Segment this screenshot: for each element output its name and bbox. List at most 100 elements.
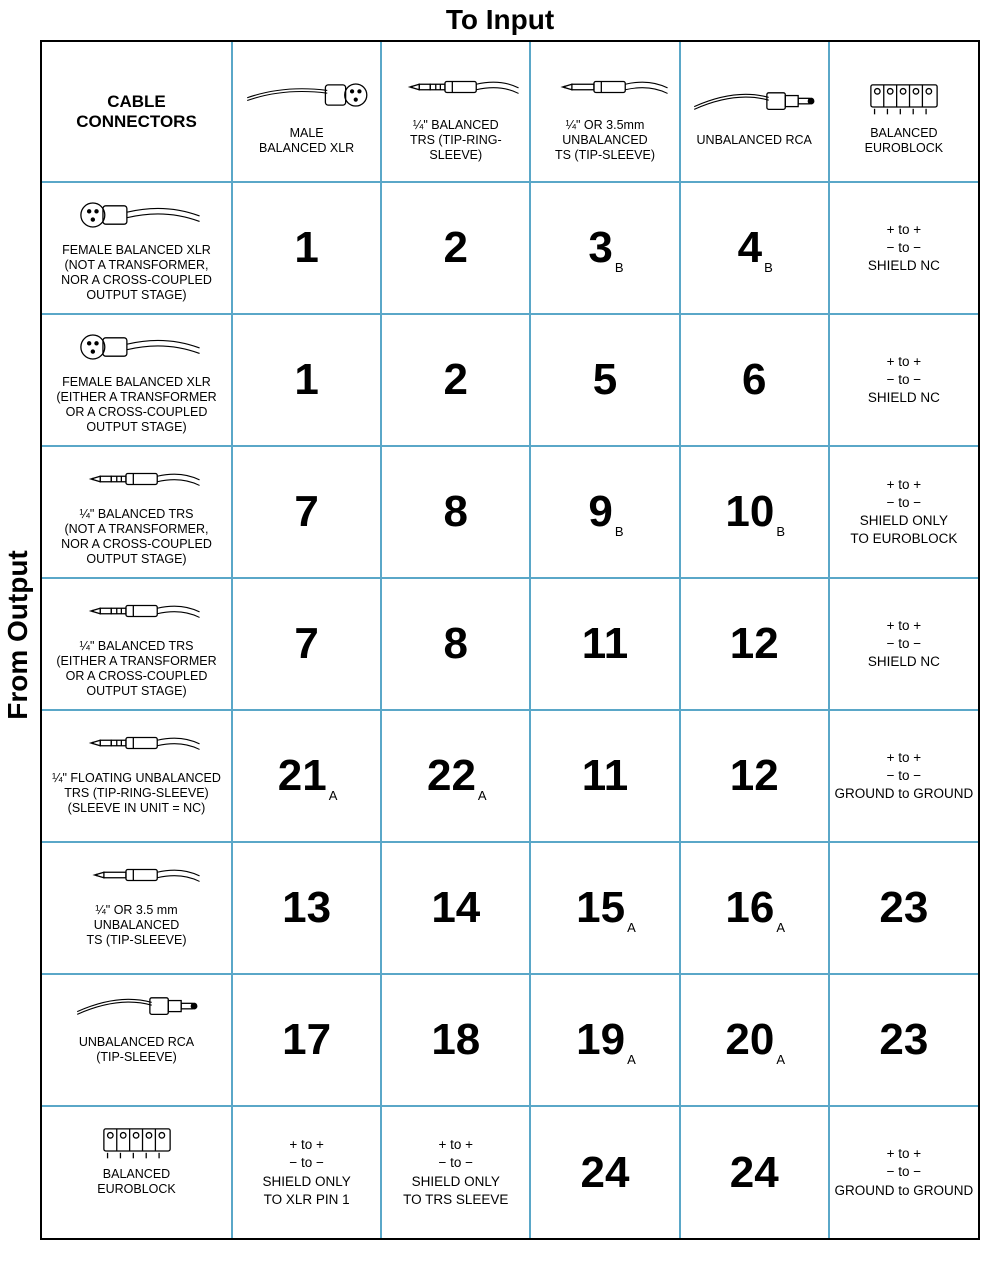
cell-value: 23 xyxy=(879,1018,928,1062)
ts-icon xyxy=(46,851,227,899)
cell-3-4: + to +− to −SHIELD NC xyxy=(829,578,978,710)
euro-text: + to +− to −SHIELD ONLYTO XLR PIN 1 xyxy=(262,1136,350,1209)
cell-value: 11 xyxy=(582,622,629,666)
rca-icon xyxy=(685,75,824,129)
row-head-7: BALANCEDEUROBLOCK xyxy=(42,1106,232,1238)
euroblock-icon xyxy=(834,68,974,122)
cell-4-3: 12 xyxy=(680,710,829,842)
cell-value: 14 xyxy=(431,886,480,930)
cell-5-0: 13 xyxy=(232,842,381,974)
cell-value: 6 xyxy=(742,358,766,402)
cell-1-2: 5 xyxy=(530,314,679,446)
cell-value: 3B xyxy=(588,226,621,270)
cell-1-1: 2 xyxy=(381,314,530,446)
row-label-5: ¼" OR 3.5 mmUNBALANCEDTS (TIP-SLEEVE) xyxy=(86,903,186,948)
cell-value: 12 xyxy=(730,754,779,798)
cell-7-4: + to +− to −GROUND to GROUND xyxy=(829,1106,978,1238)
euro-text: + to +− to −SHIELD ONLYTO TRS SLEEVE xyxy=(403,1136,508,1209)
cell-0-2: 3B xyxy=(530,182,679,314)
col-label-3: UNBALANCED RCA xyxy=(697,133,812,148)
cell-2-2: 9B xyxy=(530,446,679,578)
cell-value: 7 xyxy=(294,622,318,666)
corner-cell: CABLECONNECTORS xyxy=(42,42,232,182)
row-head-6: UNBALANCED RCA(TIP-SLEEVE) xyxy=(42,974,232,1106)
col-head-2: ¼" OR 3.5mmUNBALANCEDTS (TIP-SLEEVE) xyxy=(530,42,679,182)
cell-7-1: + to +− to −SHIELD ONLYTO TRS SLEEVE xyxy=(381,1106,530,1238)
title-left-text: From Output xyxy=(2,550,34,720)
euro-text: + to +− to −SHIELD ONLYTO EUROBLOCK xyxy=(850,476,957,549)
cell-value: 9B xyxy=(588,490,621,534)
col-label-4: BALANCEDEUROBLOCK xyxy=(865,126,944,156)
cell-2-0: 7 xyxy=(232,446,381,578)
cell-4-1: 22A xyxy=(381,710,530,842)
cell-value: 18 xyxy=(431,1018,480,1062)
cell-5-2: 15A xyxy=(530,842,679,974)
cell-7-2: 24 xyxy=(530,1106,679,1238)
row-head-2: ¼" BALANCED TRS(NOT A TRANSFORMER,NOR A … xyxy=(42,446,232,578)
rca-icon xyxy=(46,983,227,1031)
row-head-1: FEMALE BALANCED XLR(EITHER A TRANSFORMER… xyxy=(42,314,232,446)
cell-value: 23 xyxy=(879,886,928,930)
row-head-0: FEMALE BALANCED XLR(NOT A TRANSFORMER,NO… xyxy=(42,182,232,314)
cell-1-4: + to +− to −SHIELD NC xyxy=(829,314,978,446)
cell-6-3: 20A xyxy=(680,974,829,1106)
row-head-4: ¼" FLOATING UNBALANCEDTRS (TIP-RING-SLEE… xyxy=(42,710,232,842)
cell-value: 8 xyxy=(444,622,468,666)
cell-7-0: + to +− to −SHIELD ONLYTO XLR PIN 1 xyxy=(232,1106,381,1238)
row-label-6: UNBALANCED RCA(TIP-SLEEVE) xyxy=(79,1035,194,1065)
cell-3-3: 12 xyxy=(680,578,829,710)
col-label-1: ¼" BALANCEDTRS (TIP-RING-SLEEVE) xyxy=(386,118,525,163)
cell-value: 22A xyxy=(427,754,485,798)
cell-7-3: 24 xyxy=(680,1106,829,1238)
row-label-3: ¼" BALANCED TRS(EITHER A TRANSFORMEROR A… xyxy=(56,639,216,699)
col-head-1: ¼" BALANCEDTRS (TIP-RING-SLEEVE) xyxy=(381,42,530,182)
euro-text: + to +− to −SHIELD NC xyxy=(868,617,940,672)
trs-icon xyxy=(46,719,227,767)
cell-2-4: + to +− to −SHIELD ONLYTO EUROBLOCK xyxy=(829,446,978,578)
cell-4-2: 11 xyxy=(530,710,679,842)
cell-value: 7 xyxy=(294,490,318,534)
cell-value: 2 xyxy=(444,358,468,402)
cell-5-3: 16A xyxy=(680,842,829,974)
euro-text: + to +− to −SHIELD NC xyxy=(868,353,940,408)
ts-icon xyxy=(535,60,674,114)
col-head-4: BALANCEDEUROBLOCK xyxy=(829,42,978,182)
cell-0-3: 4B xyxy=(680,182,829,314)
cell-2-1: 8 xyxy=(381,446,530,578)
row-label-4: ¼" FLOATING UNBALANCEDTRS (TIP-RING-SLEE… xyxy=(52,771,221,816)
cell-value: 19A xyxy=(576,1018,634,1062)
euro-text: + to +− to −GROUND to GROUND xyxy=(835,1145,974,1200)
cell-value: 24 xyxy=(581,1151,630,1195)
trs-icon xyxy=(386,60,525,114)
row-head-5: ¼" OR 3.5 mmUNBALANCEDTS (TIP-SLEEVE) xyxy=(42,842,232,974)
cell-value: 17 xyxy=(282,1018,331,1062)
xlr-female-icon xyxy=(46,191,227,239)
cell-4-0: 21A xyxy=(232,710,381,842)
col-head-3: UNBALANCED RCA xyxy=(680,42,829,182)
cell-value: 4B xyxy=(738,226,771,270)
cell-2-3: 10B xyxy=(680,446,829,578)
cell-value: 20A xyxy=(725,1018,783,1062)
cell-0-4: + to +− to −SHIELD NC xyxy=(829,182,978,314)
corner-title: CABLECONNECTORS xyxy=(76,92,197,131)
cell-0-1: 2 xyxy=(381,182,530,314)
trs-icon xyxy=(46,455,227,503)
euro-text: + to +− to −GROUND to GROUND xyxy=(835,749,974,804)
row-label-1: FEMALE BALANCED XLR(EITHER A TRANSFORMER… xyxy=(56,375,216,435)
xlr-female-icon xyxy=(46,323,227,371)
cell-3-1: 8 xyxy=(381,578,530,710)
cell-6-0: 17 xyxy=(232,974,381,1106)
euroblock-icon xyxy=(46,1115,227,1163)
cell-value: 16A xyxy=(725,886,783,930)
connector-grid: CABLECONNECTORS MALEBALANCED XLR ¼" BALA… xyxy=(40,40,980,1240)
cell-value: 21A xyxy=(278,754,336,798)
trs-icon xyxy=(46,587,227,635)
cell-value: 11 xyxy=(582,754,629,798)
cell-value: 10B xyxy=(725,490,783,534)
cell-6-4: 23 xyxy=(829,974,978,1106)
cell-value: 15A xyxy=(576,886,634,930)
col-label-0: MALEBALANCED XLR xyxy=(259,126,354,156)
row-label-2: ¼" BALANCED TRS(NOT A TRANSFORMER,NOR A … xyxy=(61,507,212,567)
euro-text: + to +− to −SHIELD NC xyxy=(868,221,940,276)
title-top: To Input xyxy=(0,4,1000,36)
